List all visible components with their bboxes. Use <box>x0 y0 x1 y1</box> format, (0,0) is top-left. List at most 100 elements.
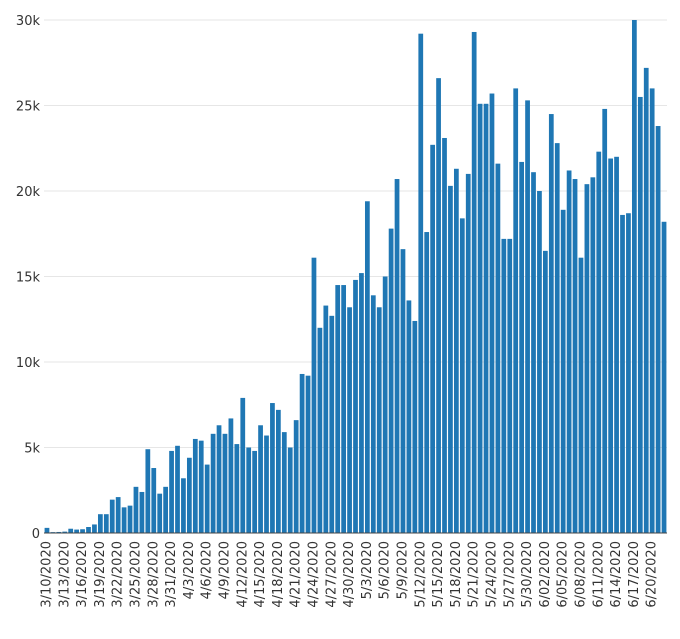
bar <box>631 20 637 533</box>
x-tick-label: 5/3/2020 <box>360 541 375 599</box>
bar <box>596 151 602 534</box>
bar <box>115 497 121 533</box>
bar <box>204 464 210 533</box>
bars <box>44 20 667 534</box>
x-tick-label: 4/24/2020 <box>306 541 321 608</box>
bar <box>614 156 619 534</box>
bar <box>359 273 364 533</box>
bar <box>412 320 418 533</box>
bar <box>394 179 400 533</box>
bar <box>376 307 382 533</box>
y-tick-label: 15k <box>16 271 41 286</box>
x-tick-label: 6/02/2020 <box>538 541 553 608</box>
x-tick-label: 3/28/2020 <box>146 541 161 608</box>
bar <box>513 88 519 534</box>
bar <box>169 450 174 533</box>
bar <box>418 33 424 534</box>
bar <box>626 213 631 534</box>
bar <box>637 96 643 533</box>
x-tick-label: 5/18/2020 <box>449 541 464 608</box>
bar <box>608 158 614 533</box>
x-tick-label: 4/15/2020 <box>253 541 268 608</box>
x-tick-label: 3/25/2020 <box>128 541 143 608</box>
bar <box>317 327 323 533</box>
bar <box>121 507 127 533</box>
bar <box>430 144 436 533</box>
x-tick-label: 3/19/2020 <box>93 541 108 608</box>
x-tick-label: 4/3/2020 <box>182 541 197 599</box>
bar <box>448 185 453 533</box>
bar <box>542 250 548 533</box>
bar <box>531 172 536 533</box>
bar <box>127 505 133 533</box>
bar <box>281 432 287 533</box>
bar <box>97 514 103 533</box>
bar <box>382 276 388 533</box>
x-tick-label: 5/21/2020 <box>467 541 482 608</box>
bar <box>192 438 198 533</box>
bar <box>133 486 139 533</box>
x-tick-label: 6/05/2020 <box>556 541 571 608</box>
bar <box>560 209 566 533</box>
bar <box>92 524 97 533</box>
bar <box>489 93 495 533</box>
x-axis: 3/10/2020 3/13/2020 3/16/2020 3/19/2020 3/22… <box>39 532 667 608</box>
y-tick-label: 25k <box>16 100 41 115</box>
x-tick-label: 6/14/2020 <box>609 541 624 608</box>
bar <box>347 307 352 533</box>
bar <box>620 214 625 533</box>
bar <box>234 444 240 533</box>
x-tick-label: 6/08/2020 <box>573 541 588 608</box>
bar <box>264 435 269 533</box>
bar <box>554 143 560 533</box>
y-axis: 0 5k 10k 15k 20k 25k 30k <box>16 14 41 542</box>
x-tick-label: 5/6/2020 <box>378 541 393 599</box>
bar <box>507 238 513 533</box>
x-tick-label: 4/21/2020 <box>289 541 304 608</box>
bar <box>139 491 145 533</box>
bar <box>501 238 507 533</box>
bar <box>198 440 204 533</box>
bar <box>424 232 430 534</box>
x-tick-label: 5/30/2020 <box>520 541 535 608</box>
x-tick-label: 4/18/2020 <box>271 541 286 608</box>
bar <box>145 449 151 533</box>
bar <box>442 137 447 534</box>
x-tick-label: 5/24/2020 <box>484 541 499 608</box>
y-tick-label: 5k <box>24 442 40 457</box>
x-tick-label: 5/9/2020 <box>395 541 410 599</box>
x-tick-label: 3/22/2020 <box>111 541 126 608</box>
bar <box>519 161 525 533</box>
y-tick-label: 20k <box>16 185 41 200</box>
bar <box>495 163 501 533</box>
x-tick-label: 4/6/2020 <box>200 541 215 599</box>
bar <box>436 78 441 533</box>
bar <box>311 257 317 533</box>
bar <box>44 527 50 533</box>
bar <box>62 531 68 533</box>
bar <box>287 447 293 533</box>
bar <box>465 173 471 533</box>
bar <box>56 531 62 533</box>
bar <box>252 450 258 533</box>
bar <box>157 493 163 533</box>
bar <box>270 403 275 533</box>
bar <box>388 228 394 533</box>
x-tick-label: 6/11/2020 <box>591 541 606 608</box>
x-tick-label: 4/30/2020 <box>342 541 357 608</box>
bar <box>86 527 91 533</box>
x-tick-label: 4/12/2020 <box>235 541 250 608</box>
y-tick-label: 30k <box>16 14 41 29</box>
bar <box>305 375 311 533</box>
bar <box>483 103 489 533</box>
bar <box>163 486 169 533</box>
bar <box>459 218 465 534</box>
x-tick-label: 6/20/2020 <box>645 541 660 608</box>
bar <box>335 285 341 533</box>
bar <box>341 285 347 533</box>
bar <box>453 168 459 533</box>
bar <box>216 425 222 533</box>
bar <box>103 514 109 533</box>
bar <box>584 184 590 533</box>
